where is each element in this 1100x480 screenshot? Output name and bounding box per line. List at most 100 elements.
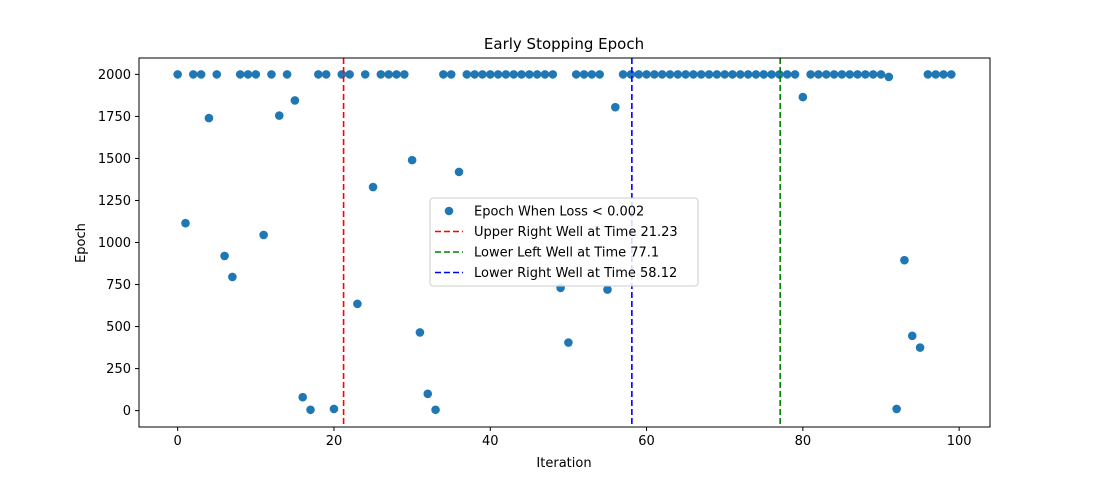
data-point [267, 70, 276, 79]
data-point [634, 70, 644, 79]
plot-area: 0 20 40 60 80 1000250500750100012501500175020… [98, 57, 991, 449]
data-point [189, 70, 198, 79]
data-point [423, 389, 433, 399]
y-tick-label: 1500 [98, 152, 131, 167]
y-tick-label: 0 [123, 404, 131, 419]
y-tick-label: 1000 [98, 236, 131, 251]
data-point [525, 70, 534, 79]
legend-box [429, 197, 699, 287]
data-point [548, 70, 558, 79]
legend-label: Epoch When Loss < 0.002 [474, 205, 644, 220]
data-point [431, 405, 440, 415]
data-point [665, 70, 675, 79]
data-point [259, 230, 268, 240]
y-tick-label: 2000 [98, 68, 131, 83]
data-point [204, 113, 214, 123]
data-point [821, 70, 831, 79]
data-point [814, 70, 823, 79]
data-point [790, 70, 800, 79]
data-point [579, 70, 589, 79]
x-tick-label: 0 [174, 434, 182, 449]
data-point [509, 70, 519, 79]
data-point [220, 251, 229, 261]
y-tick-label: 1250 [98, 194, 131, 209]
x-tick-label: 80 [795, 434, 812, 449]
data-point [337, 70, 347, 79]
data-point [728, 70, 737, 79]
y-tick-label: 750 [106, 278, 131, 293]
data-point [673, 70, 683, 79]
data-point [892, 404, 901, 414]
data-point [704, 70, 714, 79]
data-point [235, 70, 245, 79]
data-point [314, 70, 323, 79]
data-point [415, 328, 425, 337]
data-point [689, 70, 698, 79]
legend-label: Upper Right Well at Time 21.23 [474, 225, 678, 240]
data-point [329, 404, 339, 414]
data-point [642, 70, 651, 79]
data-point [759, 70, 769, 79]
data-point [931, 70, 940, 79]
data-point [884, 72, 894, 82]
data-point [501, 70, 511, 79]
data-point [517, 70, 526, 79]
x-tick-label: 100 [947, 434, 972, 449]
data-point [532, 70, 542, 79]
data-point [696, 70, 706, 79]
data-point [775, 70, 784, 79]
data-point [454, 167, 464, 177]
data-point [618, 70, 628, 79]
y-tick-label: 250 [106, 362, 131, 377]
data-point [282, 70, 292, 79]
data-point [767, 70, 776, 79]
data-point [595, 70, 604, 79]
data-point [345, 70, 354, 79]
data-point [720, 70, 729, 79]
x-tick-label: 40 [482, 434, 499, 449]
data-point [321, 70, 331, 79]
data-point [376, 70, 386, 79]
x-axis-label: Iteration [536, 456, 591, 471]
data-point [900, 255, 909, 265]
data-point [876, 70, 886, 79]
data-point [290, 96, 300, 105]
data-point [681, 70, 690, 79]
data-point [407, 155, 417, 165]
y-axis-label: Epoch [74, 223, 89, 263]
data-point [173, 70, 182, 79]
data-point [923, 70, 933, 79]
data-point [462, 70, 472, 79]
legend-label: Lower Left Well at Time 77.1 [474, 246, 659, 261]
y-tick-label: 500 [106, 320, 131, 335]
data-point [736, 70, 745, 79]
data-point [368, 182, 378, 192]
chart-title: Early Stopping Epoch [484, 35, 644, 53]
data-point [181, 218, 190, 228]
data-point [540, 70, 550, 79]
data-point [400, 70, 409, 79]
legend-marker [444, 206, 454, 216]
data-point [564, 338, 573, 347]
data-point [743, 70, 753, 79]
data-point [868, 70, 878, 79]
data-point [493, 70, 503, 79]
data-point [571, 70, 581, 79]
data-point [196, 70, 206, 79]
data-point [587, 70, 597, 79]
data-point [610, 102, 620, 112]
data-point [306, 405, 315, 415]
x-tick-label: 20 [326, 434, 343, 449]
data-point [751, 70, 761, 79]
data-point [298, 392, 308, 402]
data-point [446, 70, 456, 79]
data-point [485, 70, 495, 79]
data-point [939, 70, 948, 79]
data-point [626, 70, 636, 79]
data-point [384, 70, 393, 79]
data-point [478, 70, 487, 79]
axes-frame [138, 57, 991, 428]
data-point [798, 92, 808, 102]
data-point [712, 70, 722, 79]
data-point [439, 70, 448, 79]
